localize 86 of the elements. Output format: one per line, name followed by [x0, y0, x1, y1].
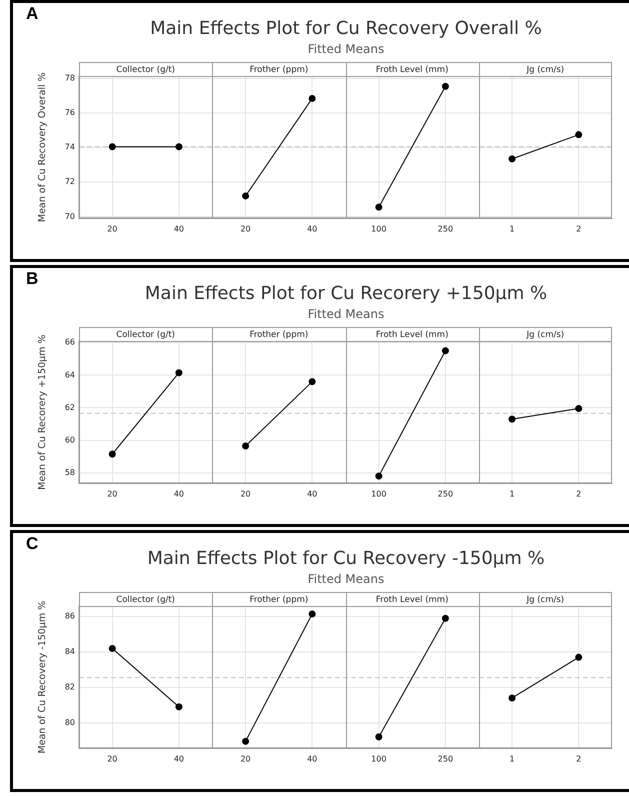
text: Froth Level (mm) [376, 65, 448, 76]
chart-subtitle: Fitted Means [306, 572, 386, 586]
x-tick-label: 20 [240, 489, 251, 498]
point [308, 94, 316, 102]
x-tick-label: 40 [174, 754, 184, 764]
y-tick-label: 82 [64, 682, 75, 692]
text: Froth Level (mm) [376, 595, 448, 606]
chart-subtitle: Fitted Means [306, 42, 386, 56]
point [308, 610, 316, 618]
x-tick-label: 1 [510, 224, 515, 234]
y-axis-title: Mean of Cu Recovery Overall % [37, 72, 48, 222]
point [508, 155, 516, 162]
x-tick-label: 40 [174, 224, 184, 234]
point [442, 614, 449, 622]
y-tick-label: 84 [64, 647, 75, 656]
point [308, 378, 316, 386]
point [175, 703, 182, 710]
y-tick-label: 74 [64, 142, 75, 152]
x-tick-label: 250 [438, 754, 454, 764]
point [242, 192, 250, 200]
text: Frother (ppm) [250, 65, 308, 76]
x-tick-label: 250 [438, 224, 454, 234]
x-tick-label: 100 [371, 489, 386, 498]
y-tick-label: 80 [64, 718, 75, 727]
y-tick-label: 64 [64, 370, 75, 380]
chart-title: Main Effects Plot for Cu Recovery -150µm % [146, 548, 546, 569]
x-tick-label: 40 [307, 754, 318, 764]
text: Collector (g/t) [116, 65, 175, 76]
point [375, 472, 382, 480]
point [108, 644, 116, 652]
text: C [26, 534, 38, 554]
point [442, 82, 449, 90]
y-tick-label: 66 [64, 338, 75, 347]
point [508, 416, 516, 423]
point [175, 143, 182, 150]
x-tick-label: 2 [576, 489, 582, 498]
y-tick-label: 76 [64, 108, 75, 118]
x-tick-label: 250 [438, 489, 454, 498]
point [575, 131, 582, 138]
x-tick-label: 2 [576, 754, 582, 764]
text: Jg (cm/s) [526, 330, 564, 340]
point [175, 369, 182, 376]
y-tick-label: 60 [64, 435, 75, 444]
chart-title: Main Effects Plot for Cu Recorery +150µm % [144, 283, 548, 304]
text: Frother (ppm) [250, 330, 308, 340]
point [508, 694, 516, 702]
x-tick-label: 100 [371, 224, 386, 234]
chart-subtitle: Fitted Means [306, 307, 386, 321]
text: Jg (cm/s) [526, 595, 564, 606]
y-axis-title: Mean of Cu Recovery -150µm % [37, 600, 48, 754]
y-tick-label: 58 [64, 468, 75, 477]
y-tick-label: 86 [64, 612, 75, 621]
point [242, 738, 250, 745]
point [575, 654, 582, 661]
text: A [26, 4, 38, 24]
x-tick-label: 20 [240, 224, 251, 234]
chart-title: Main Effects Plot for Cu Recovery Overall % [149, 18, 543, 39]
x-tick-label: 40 [174, 489, 184, 498]
x-tick-label: 40 [307, 489, 318, 498]
x-tick-label: 1 [510, 489, 515, 498]
y-tick-label: 70 [64, 212, 75, 221]
x-tick-label: 20 [107, 489, 118, 498]
point [375, 204, 382, 211]
x-tick-label: 20 [107, 754, 118, 764]
text: Frother (ppm) [250, 595, 308, 606]
x-tick-label: 40 [307, 224, 318, 234]
point [575, 405, 582, 412]
point [375, 733, 382, 740]
y-tick-label: 78 [64, 74, 75, 83]
y-tick-label: 72 [64, 177, 75, 186]
point [108, 143, 116, 150]
x-tick-label: 1 [510, 754, 515, 764]
text: Jg (cm/s) [526, 65, 564, 76]
text: Collector (g/t) [116, 330, 175, 340]
x-tick-label: 100 [371, 754, 386, 764]
point [442, 347, 449, 354]
x-tick-label: 2 [576, 224, 582, 234]
y-axis-title: Mean of Cu Recorery +150µm % [37, 334, 48, 490]
text: Froth Level (mm) [376, 330, 448, 340]
point [108, 450, 116, 458]
point [242, 442, 250, 450]
text: B [26, 269, 38, 289]
x-tick-label: 20 [240, 754, 251, 764]
y-tick-label: 62 [64, 402, 75, 412]
text: Collector (g/t) [116, 595, 175, 606]
x-tick-label: 20 [107, 224, 118, 234]
